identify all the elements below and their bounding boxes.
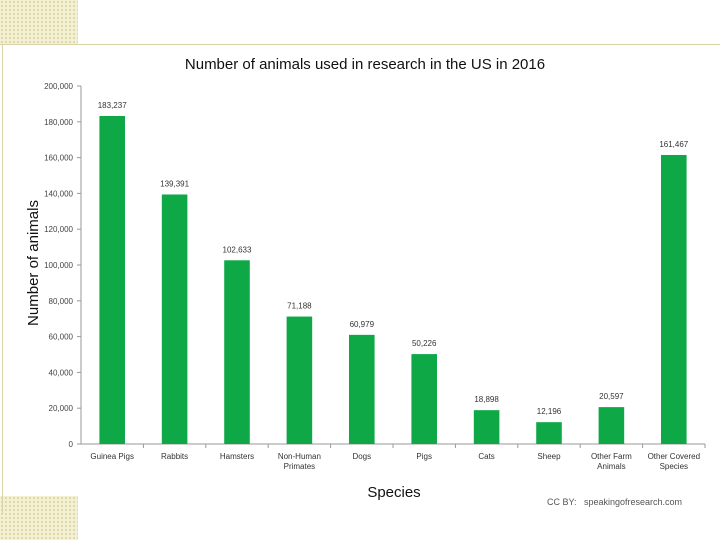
x-tick-label: Cats bbox=[478, 452, 494, 461]
data-label: 60,979 bbox=[350, 320, 375, 329]
x-tick-label: Sheep bbox=[537, 452, 561, 461]
corner-decoration-bottom bbox=[0, 496, 78, 540]
bar bbox=[286, 316, 313, 444]
bar bbox=[411, 354, 437, 444]
data-label: 18,898 bbox=[474, 395, 499, 404]
x-axis-title: Species bbox=[367, 484, 420, 501]
credit-source: speakingofresearch.com bbox=[584, 497, 682, 507]
x-tick-label: Non-Human Primates bbox=[278, 452, 321, 471]
y-tick-label: 140,000 bbox=[44, 189, 73, 198]
x-tick-label: Hamsters bbox=[220, 452, 254, 461]
y-axis-title: Number of animals bbox=[25, 200, 42, 326]
y-tick-label: 120,000 bbox=[44, 225, 73, 234]
data-label: 102,633 bbox=[223, 245, 252, 254]
credit-prefix: CC BY: bbox=[547, 497, 577, 507]
x-tick-label: Rabbits bbox=[161, 452, 188, 461]
y-tick-label: 80,000 bbox=[49, 297, 74, 306]
chart-title: Number of animals used in research in th… bbox=[185, 56, 545, 73]
slide-border-left bbox=[2, 44, 3, 514]
data-label: 50,226 bbox=[412, 339, 437, 348]
y-tick-label: 180,000 bbox=[44, 118, 73, 127]
bar bbox=[598, 407, 625, 444]
y-tick-label: 200,000 bbox=[44, 82, 73, 91]
bar bbox=[349, 334, 375, 444]
data-label: 161,467 bbox=[659, 140, 688, 149]
y-tick-label: 60,000 bbox=[49, 333, 74, 342]
data-label: 139,391 bbox=[160, 179, 189, 188]
x-tick-label: Guinea Pigs bbox=[90, 452, 134, 461]
data-label: 183,237 bbox=[98, 101, 127, 110]
bar bbox=[224, 260, 250, 444]
y-tick-label: 100,000 bbox=[44, 261, 73, 270]
x-tick-label: Other Covered Species bbox=[648, 452, 700, 471]
bar bbox=[99, 116, 125, 444]
bar bbox=[661, 154, 687, 445]
x-tick-label: Pigs bbox=[416, 452, 432, 461]
data-label: 12,196 bbox=[537, 407, 562, 416]
y-tick-label: 160,000 bbox=[44, 154, 73, 163]
y-tick-label: 0 bbox=[69, 440, 74, 449]
y-tick-label: 20,000 bbox=[49, 404, 74, 413]
bar bbox=[536, 422, 562, 444]
x-tick-label: Other Farm Animals bbox=[591, 452, 632, 471]
data-label: 71,188 bbox=[287, 302, 312, 311]
bar bbox=[161, 194, 188, 444]
x-tick-label: Dogs bbox=[352, 452, 371, 461]
bar bbox=[473, 410, 500, 444]
data-label: 20,597 bbox=[599, 392, 624, 401]
y-tick-label: 40,000 bbox=[49, 368, 74, 377]
slide-border-top bbox=[0, 44, 720, 45]
corner-decoration-top bbox=[0, 0, 78, 44]
